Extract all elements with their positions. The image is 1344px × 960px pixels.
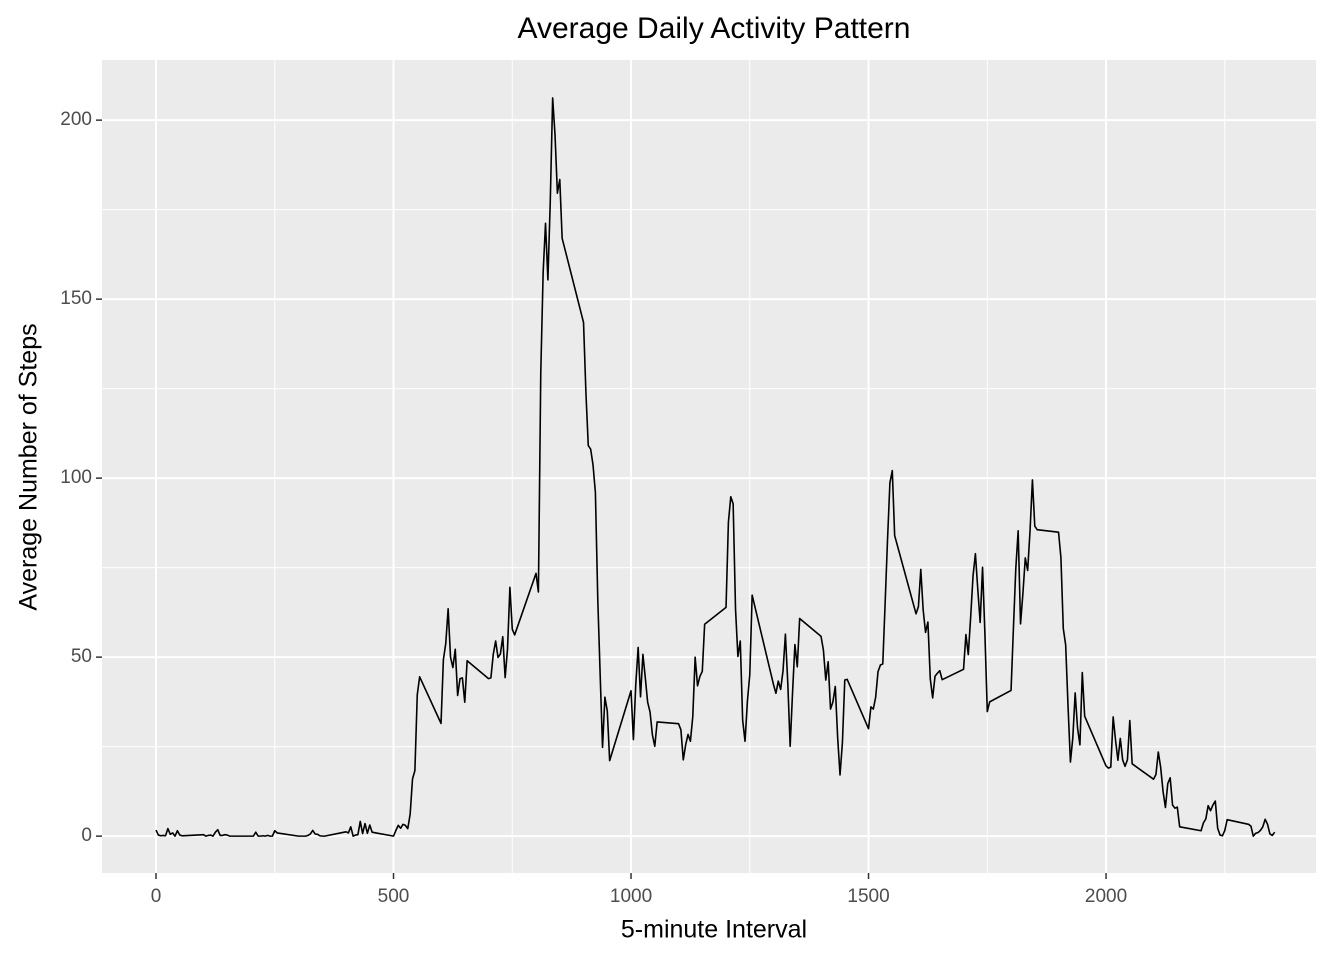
y-tick-label: 150: [60, 288, 92, 309]
x-tick-label: 1000: [610, 886, 652, 907]
x-tick-label: 0: [151, 886, 162, 907]
y-tick-label: 0: [81, 825, 92, 846]
chart-title: Average Daily Activity Pattern: [518, 12, 911, 45]
x-axis-title: 5-minute Interval: [621, 916, 807, 944]
plot-panel: [102, 60, 1316, 873]
y-tick-label: 200: [60, 109, 92, 130]
line-series: [155, 97, 1276, 837]
y-axis-title: Average Number of Steps: [15, 323, 43, 610]
y-tick-label: 100: [60, 467, 92, 488]
x-tick-label: 500: [378, 886, 410, 907]
x-tick-label: 2000: [1085, 886, 1127, 907]
y-tick-label: 50: [71, 646, 92, 667]
x-tick-label: 1500: [847, 886, 889, 907]
